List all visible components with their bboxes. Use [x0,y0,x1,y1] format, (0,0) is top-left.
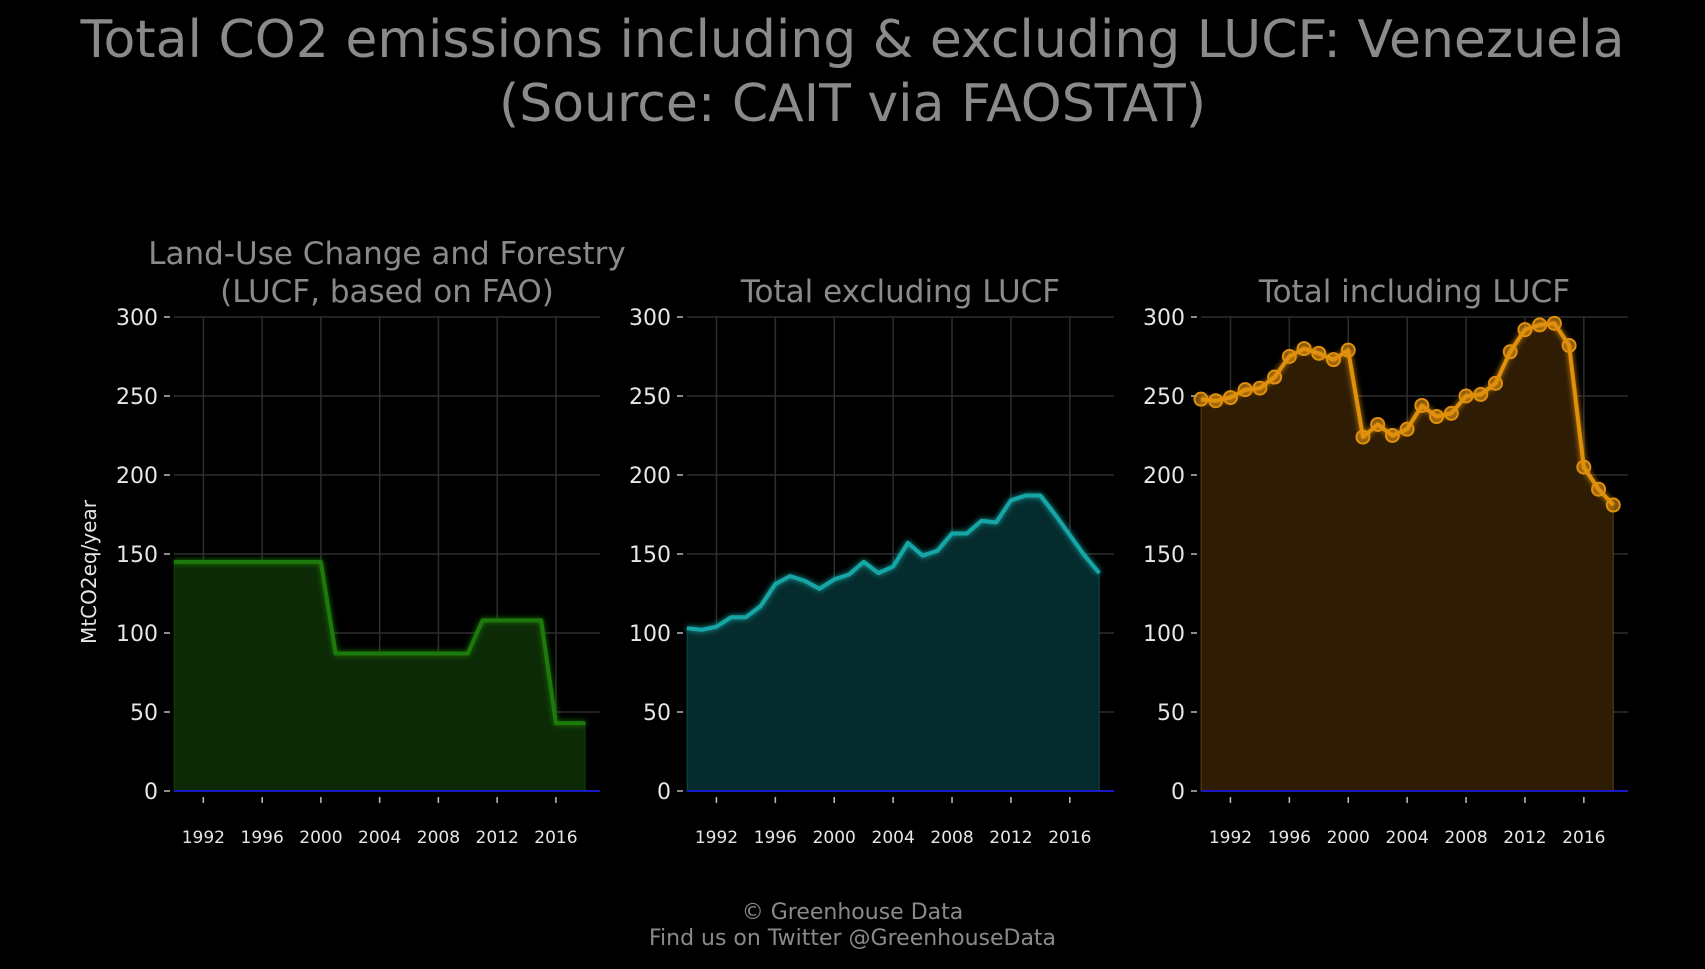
y-tick-label: 100 [629,622,671,647]
y-axis-label: MtCO2eq/year [77,499,101,644]
x-tick-label: 2016 [1048,828,1091,848]
y-tick-label: 0 [657,780,671,805]
x-tick-label: 2004 [1386,828,1429,848]
data-point [1399,421,1415,437]
x-tick-label: 1992 [182,828,225,848]
panel-3: Total including LUCF 0 50 100 150 200 250 300 19… [1143,274,1628,848]
y-tick-label: 50 [1157,701,1185,726]
data-point [1296,341,1312,357]
x-tick-label: 1992 [695,828,738,848]
data-point [1370,416,1386,432]
data-point [1281,349,1297,364]
data-point [1267,369,1283,385]
data-point [1605,497,1621,513]
y-tick-label: 50 [130,701,158,726]
data-point [1473,386,1489,402]
x-tick-label: 2008 [930,828,973,848]
data-point [1222,390,1238,406]
y-tick-label: 150 [629,543,671,568]
data-point [1517,322,1533,338]
x-tick-label: 1996 [241,828,284,848]
data-point [1487,375,1503,391]
x-tick-label: 2008 [1444,828,1487,848]
data-point [1443,405,1459,421]
x-tick-label: 2000 [813,828,856,848]
data-point [1576,459,1592,475]
data-point [1193,391,1209,407]
data-point [1561,337,1577,353]
footer: © Greenhouse Data Find us on Twitter @Gr… [0,900,1705,952]
y-tick-label: 200 [1143,464,1185,489]
panel-title: Total including LUCF [1258,274,1570,310]
data-point [1384,428,1400,443]
data-point [1208,393,1224,409]
footer-twitter: Find us on Twitter @GreenhouseData [648,926,1057,951]
y-tick-label: 200 [116,464,158,489]
x-tick-label: 2004 [358,828,401,848]
series-line [686,493,1101,632]
x-tick-label: 1996 [1268,828,1311,848]
x-tick-label: 2016 [534,828,577,848]
chart-title-line-2: (Source: CAIT via FAOSTAT) [498,74,1207,134]
x-tick-label: 2012 [1503,828,1546,848]
y-tick-label: 0 [1171,780,1185,805]
y-tick-label: 150 [116,543,158,568]
x-tick-label: 2004 [872,828,915,848]
x-tick-label: 2000 [299,828,342,848]
chart-title-line-1: Total CO2 emissions including & excludin… [80,10,1625,70]
panel-1: Land-Use Change and Forestry(LUCF, based… [116,236,626,848]
footer-copyright: © Greenhouse Data [741,900,964,925]
y-tick-label: 250 [1143,385,1185,410]
data-point [1502,344,1518,360]
y-tick-label: 300 [116,306,158,331]
data-point [1546,315,1562,331]
data-point [1237,382,1253,398]
x-tick-label: 2016 [1562,828,1605,848]
y-tick-label: 250 [629,385,671,410]
y-tick-label: 50 [643,701,671,726]
data-point [1355,429,1371,445]
y-tick-label: 100 [116,622,158,647]
y-tick-label: 0 [144,780,158,805]
chart-title: Total CO2 emissions including & excludin… [0,8,1705,136]
data-point [1311,345,1327,361]
y-tick-label: 300 [1143,306,1185,331]
y-tick-label: 100 [1143,622,1185,647]
data-point [1414,397,1430,413]
x-tick-label: 2012 [476,828,519,848]
panel-title: Land-Use Change and Forestry [148,236,626,272]
data-point [1532,317,1548,333]
data-point [1326,352,1342,368]
x-tick-label: 1996 [754,828,797,848]
data-point [1458,388,1474,404]
data-point [1591,481,1607,497]
panel-title: Total excluding LUCF [740,274,1060,310]
x-tick-label: 1992 [1209,828,1252,848]
series-line [174,559,586,726]
data-point [1340,342,1356,358]
y-tick-label: 150 [1143,543,1185,568]
panel-2: Total excluding LUCF 0 50 100 150 200 250 300 19… [629,274,1114,848]
y-tick-label: 250 [116,385,158,410]
x-tick-label: 2000 [1327,828,1370,848]
data-point [1252,380,1268,396]
x-tick-label: 2012 [989,828,1032,848]
x-tick-label: 2008 [417,828,460,848]
y-tick-label: 200 [629,464,671,489]
panel-title: (LUCF, based on FAO) [220,274,554,310]
data-point [1429,409,1445,425]
y-tick-label: 300 [629,306,671,331]
